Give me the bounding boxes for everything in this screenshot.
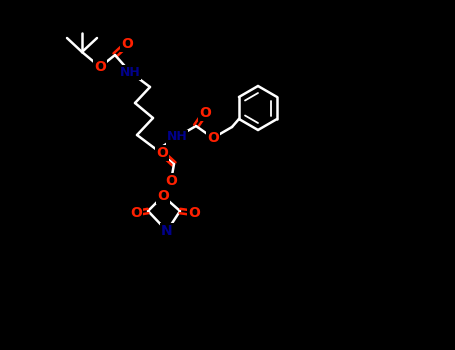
Text: N: N (161, 224, 173, 238)
Text: O: O (157, 189, 169, 203)
Text: O: O (121, 37, 133, 51)
Text: O: O (94, 60, 106, 74)
Text: O: O (156, 146, 168, 160)
Text: O: O (130, 206, 142, 220)
Text: O: O (165, 174, 177, 188)
Text: NH: NH (120, 65, 141, 78)
Text: O: O (207, 131, 219, 145)
Text: O: O (199, 106, 211, 120)
Text: NH: NH (167, 131, 187, 144)
Text: O: O (188, 206, 200, 220)
